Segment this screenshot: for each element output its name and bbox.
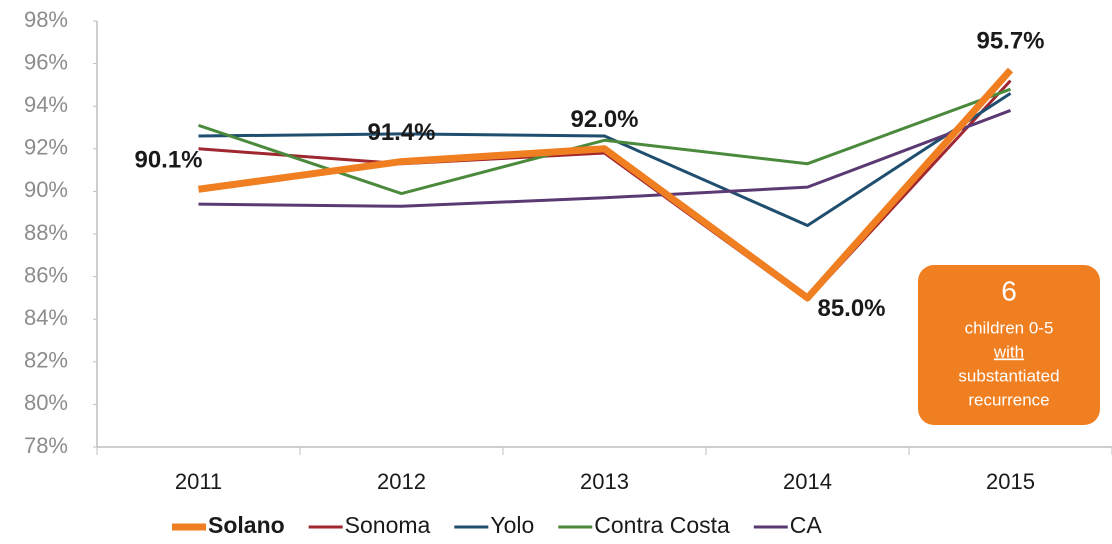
x-tick-label: 2012 (377, 469, 426, 494)
data-label: 90.1% (134, 147, 202, 174)
legend-label: CA (790, 512, 823, 538)
y-tick-label: 96% (24, 49, 68, 74)
y-tick-label: 80% (24, 390, 68, 415)
data-label: 95.7% (976, 27, 1044, 54)
y-tick-label: 90% (24, 177, 68, 202)
series-line (198, 67, 1014, 302)
y-tick-label: 98% (24, 7, 68, 32)
data-label: 91.4% (367, 119, 435, 146)
callout-text: with (993, 342, 1024, 361)
series-line (198, 92, 1012, 227)
callout-box (918, 265, 1100, 425)
y-tick-label: 86% (24, 262, 68, 287)
callout-text: children 0-5 (965, 318, 1054, 337)
legend-item: Sonoma (308, 512, 431, 538)
legend-item: Contra Costa (558, 512, 730, 538)
y-tick-label: 92% (24, 135, 68, 160)
x-tick-label: 2011 (175, 469, 222, 494)
series-line (198, 109, 1012, 208)
legend-label: Contra Costa (594, 512, 730, 538)
y-tick-label: 88% (24, 220, 68, 245)
legend-label: Sonoma (345, 512, 431, 538)
data-label: 92.0% (570, 106, 638, 133)
y-tick-label: 82% (24, 348, 68, 373)
y-tick-label: 78% (24, 433, 68, 458)
y-tick-label: 94% (24, 92, 68, 117)
y-tick-label: 84% (24, 305, 68, 330)
legend-item: Yolo (454, 512, 534, 538)
legend-item: Solano (172, 512, 285, 538)
legend-item: CA (753, 512, 823, 538)
series-line (198, 87, 1012, 196)
x-tick-label: 2015 (986, 469, 1035, 494)
legend-label: Yolo (490, 512, 534, 538)
x-tick-label: 2014 (783, 469, 832, 494)
x-tick-label: 2013 (580, 469, 629, 494)
callout-text: recurrence (968, 390, 1049, 409)
legend-label: Solano (208, 512, 285, 538)
callout-text: substantiated (958, 366, 1059, 385)
data-label: 85.0% (817, 295, 885, 322)
callout-number: 6 (1001, 275, 1017, 306)
